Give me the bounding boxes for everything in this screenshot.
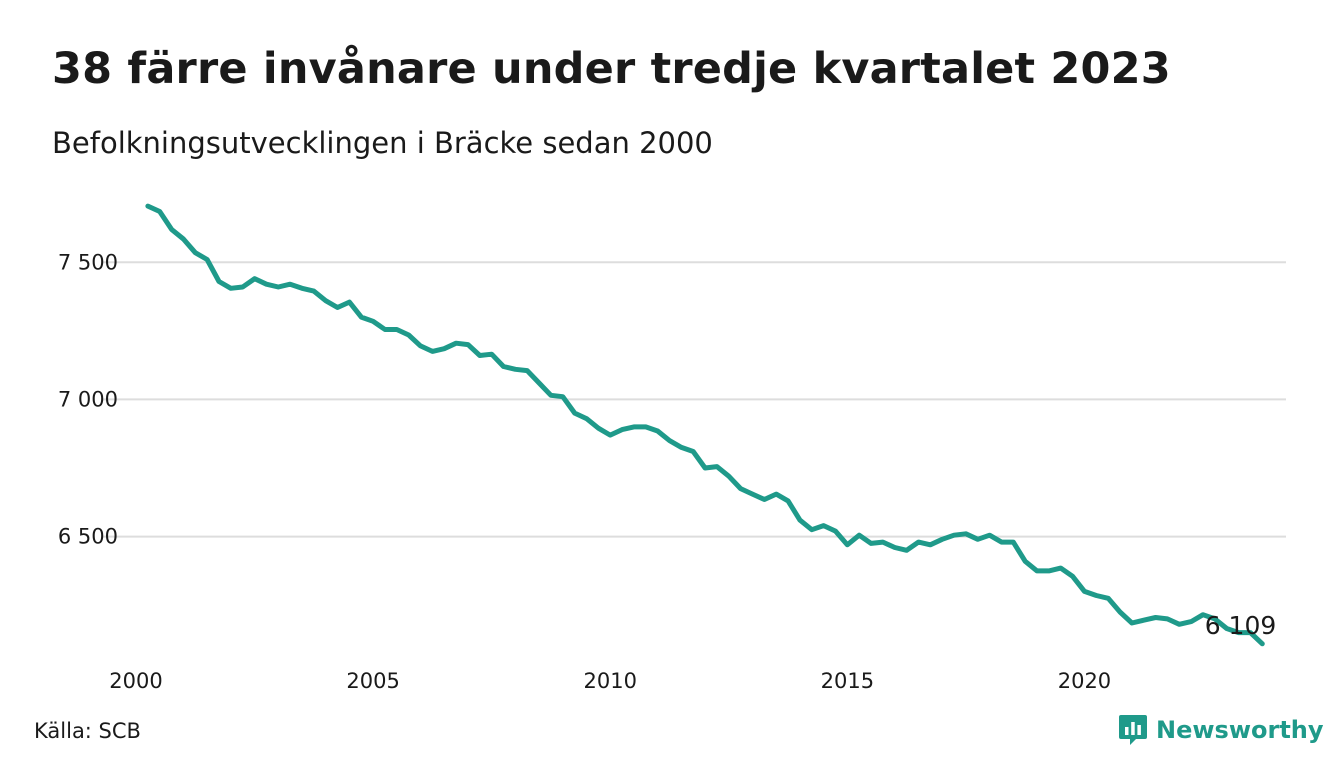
x-axis-ticks: 2000 2005 2010 2015 2020 <box>109 669 1111 693</box>
x-tick-label-2020: 2020 <box>1058 669 1111 693</box>
brand-name: Newsworthy <box>1156 716 1324 744</box>
y-tick-label-7500: 7 500 <box>58 250 118 274</box>
chart-subtitle: Befolkningsutvecklingen i Bräcke sedan 2… <box>52 126 713 160</box>
data-labels: 6 109 <box>1205 611 1277 640</box>
population-series <box>145 203 1265 647</box>
x-tick-label-2015: 2015 <box>821 669 874 693</box>
line-chart: 6 500 7 000 7 500 2000 2005 2010 2015 2020 6 1… <box>58 203 1286 693</box>
y-tick-label-6500: 6 500 <box>58 525 118 549</box>
population-line <box>145 203 1265 647</box>
x-tick-label-2005: 2005 <box>346 669 399 693</box>
newsworthy-logo-icon <box>1119 715 1147 745</box>
gridlines <box>102 261 1286 538</box>
y-axis-ticks: 6 500 7 000 7 500 <box>58 250 118 548</box>
x-tick-label-2010: 2010 <box>584 669 637 693</box>
brand-logo: Newsworthy <box>1118 713 1324 747</box>
x-tick-label-2000: 2000 <box>109 669 162 693</box>
y-tick-label-7000: 7 000 <box>58 387 118 411</box>
chart-title: 38 färre invånare under tredje kvartalet… <box>52 44 1171 94</box>
end-value-label: 6 109 <box>1205 611 1277 640</box>
source-note: Källa: SCB <box>34 719 141 743</box>
